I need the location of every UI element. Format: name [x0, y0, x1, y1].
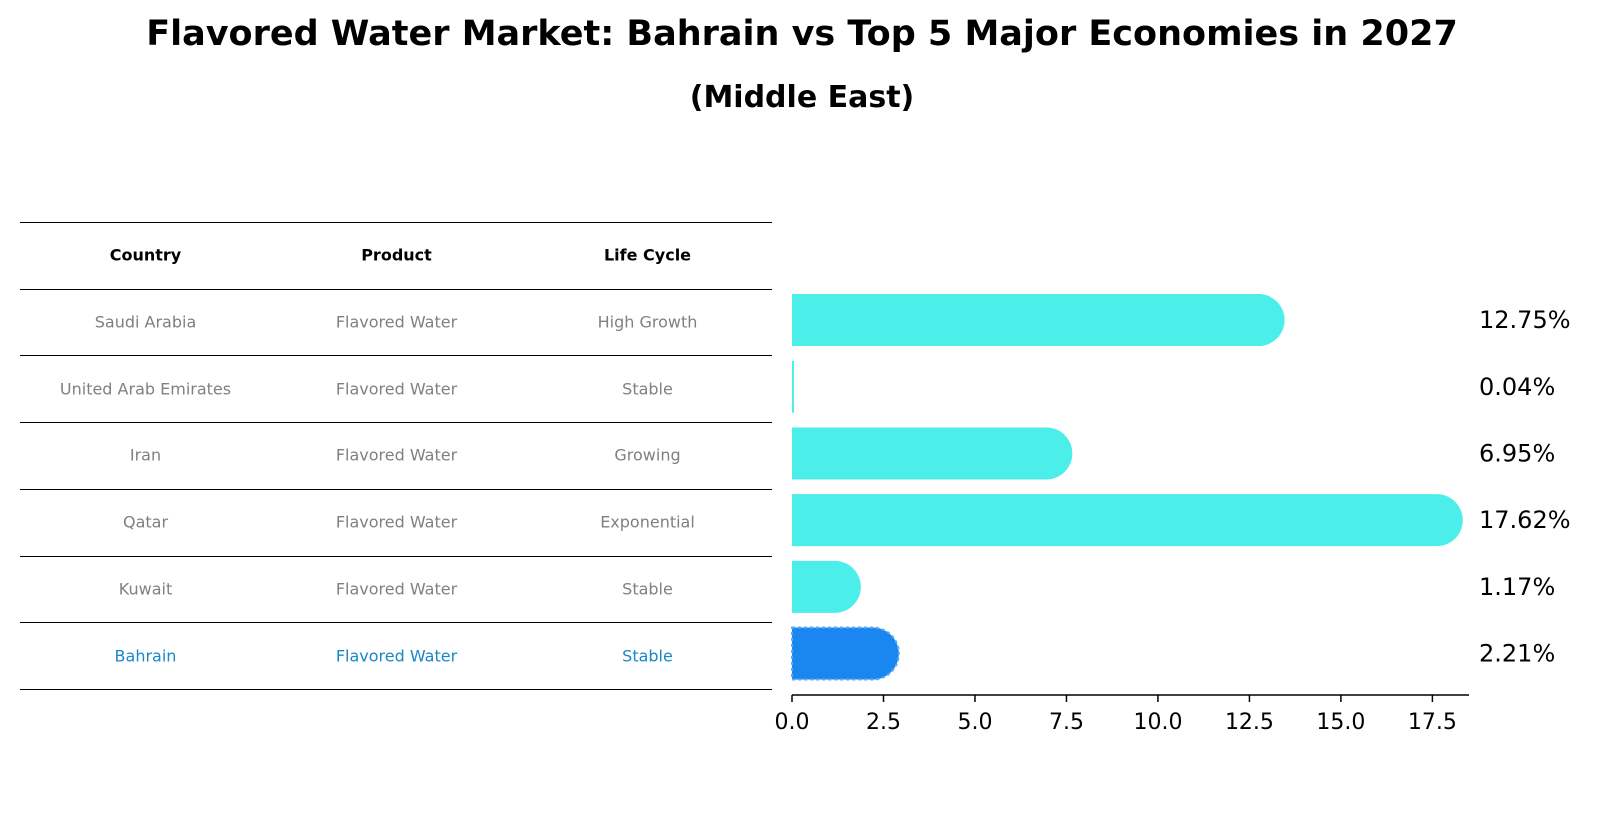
table-cell: High Growth [597, 312, 698, 332]
bar [792, 294, 1285, 347]
table-cell: Flavored Water [335, 646, 458, 666]
chart-title: Flavored Water Market: Bahrain vs Top 5 … [146, 14, 1458, 54]
bar [792, 427, 1073, 480]
bar [791, 626, 900, 681]
x-tick-label: 7.5 [1049, 710, 1084, 735]
table-cell: Flavored Water [335, 512, 458, 532]
table-cell: Stable [622, 646, 673, 666]
x-tick-label: 12.5 [1225, 710, 1274, 735]
bar-value-label: 2.21% [1479, 640, 1555, 668]
table-cell: Qatar [122, 512, 169, 532]
table-header-cell: Life Cycle [603, 245, 692, 265]
table-rule [20, 622, 772, 624]
bar-value-label: 17.62% [1479, 506, 1571, 534]
table-cell: Stable [622, 379, 673, 399]
table-cell: Iran [129, 445, 162, 465]
table-header-cell: Product [361, 245, 432, 265]
table-cell: Flavored Water [335, 312, 458, 332]
table-cell: Stable [622, 579, 673, 599]
table-cell: Flavored Water [335, 445, 458, 465]
x-tick-label: 5.0 [957, 710, 992, 735]
bar-value-label: 12.75% [1479, 306, 1571, 334]
x-tick-label: 17.5 [1408, 710, 1457, 735]
table-cell: Exponential [600, 512, 695, 532]
table-cell: Saudi Arabia [94, 312, 197, 332]
x-tick-label: 2.5 [866, 710, 901, 735]
table-cell: Flavored Water [335, 579, 458, 599]
table-rule [20, 222, 772, 223]
x-tick-label: 15.0 [1316, 710, 1365, 735]
table-rule [20, 688, 772, 690]
table-header-cell: Country [109, 245, 182, 265]
bar [792, 494, 1463, 547]
table-cell: United Arab Emirates [59, 379, 232, 399]
chart-subtitle: (Middle East) [689, 80, 915, 115]
bar [792, 360, 794, 413]
table-cell: Growing [614, 445, 681, 465]
table-rule [20, 422, 772, 424]
bar [792, 560, 861, 613]
bar-value-label: 6.95% [1479, 439, 1555, 467]
table-rule [20, 488, 772, 490]
x-tick-label: 10.0 [1133, 710, 1182, 735]
x-tick-label: 0.0 [775, 710, 810, 735]
table-rule [20, 355, 772, 357]
table-rule [20, 288, 772, 290]
table-cell: Kuwait [118, 579, 173, 599]
table-cell: Flavored Water [335, 379, 458, 399]
bar-value-label: 0.04% [1479, 373, 1555, 401]
table-rule [20, 555, 772, 557]
table-cell: Bahrain [114, 646, 177, 666]
bar-value-label: 1.17% [1479, 573, 1555, 601]
